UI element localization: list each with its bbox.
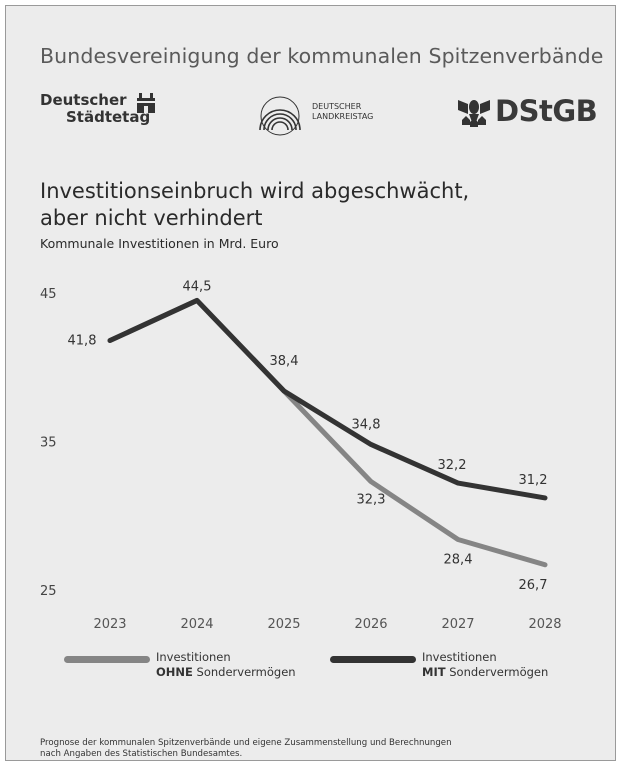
- staedtetag-logo: Deutscher Städtetag: [40, 91, 155, 126]
- legend-label-ohne-rest: Sondervermögen: [192, 665, 296, 679]
- data-label: 26,7: [519, 578, 548, 593]
- city-gate-icon: [137, 93, 155, 113]
- landkreistag-arc-icon: [259, 96, 301, 136]
- legend-swatch-ohne: [64, 656, 150, 663]
- legend-swatch-mit: [330, 656, 416, 663]
- data-label: 28,4: [444, 553, 473, 568]
- chart-title-line1: Investitionseinbruch wird abgeschwächt,: [40, 179, 470, 203]
- x-tick-label: 2023: [93, 617, 126, 632]
- y-tick-label: 35: [40, 436, 57, 451]
- data-label: 31,2: [519, 473, 548, 488]
- landkreistag-logo-line1: DEUTSCHER: [312, 102, 362, 111]
- x-tick-label: 2025: [267, 617, 300, 632]
- data-label: 38,4: [270, 354, 299, 369]
- legend-label-mit-line1: Investitionen: [422, 650, 497, 664]
- x-tick-label: 2026: [354, 617, 387, 632]
- footnote-line2: nach Angaben des Statistischen Bundesamt…: [40, 749, 243, 759]
- legend-label-ohne-line1: Investitionen: [156, 650, 231, 664]
- data-label: 41,8: [68, 334, 97, 349]
- dstgb-logo: DStGB: [456, 94, 598, 132]
- chart-title: Investitionseinbruch wird abgeschwächt, …: [40, 178, 469, 232]
- y-tick-label: 45: [40, 287, 57, 302]
- y-tick-label: 25: [40, 584, 57, 599]
- legend-label-mit-bold: MIT: [422, 665, 446, 679]
- staedtetag-logo-line2: Städtetag: [66, 108, 151, 126]
- data-label: 34,8: [352, 417, 381, 432]
- dstgb-logo-text: DStGB: [495, 94, 598, 128]
- x-tick-label: 2028: [528, 617, 561, 632]
- series-line-ohne: [107, 297, 548, 568]
- data-label: 32,2: [438, 458, 467, 473]
- chart-subtitle: Kommunale Investitionen in Mrd. Euro: [40, 236, 279, 251]
- legend-label-mit-rest: Sondervermögen: [445, 665, 549, 679]
- x-tick-label: 2027: [441, 617, 474, 632]
- staedtetag-logo-line1: Deutscher: [40, 91, 127, 109]
- eagle-icon: [458, 100, 490, 127]
- footnote: Prognose der kommunalen Spitzenverbände …: [40, 738, 452, 760]
- x-tick-label: 2024: [180, 617, 213, 632]
- footnote-line1: Prognose der kommunalen Spitzenverbände …: [40, 738, 452, 748]
- legend-label-ohne-bold: OHNE: [156, 665, 193, 679]
- landkreistag-logo: DEUTSCHER LANDKREISTAG: [256, 96, 373, 140]
- series-line-mit: [107, 297, 548, 501]
- data-label: 32,3: [357, 493, 386, 508]
- organization-header: Bundesvereinigung der kommunalen Spitzen…: [40, 44, 604, 68]
- chart-title-line2: aber nicht verhindert: [40, 206, 263, 230]
- data-label: 44,5: [183, 279, 212, 294]
- infographic-card: [5, 5, 616, 761]
- landkreistag-logo-line2: LANDKREISTAG: [312, 112, 374, 121]
